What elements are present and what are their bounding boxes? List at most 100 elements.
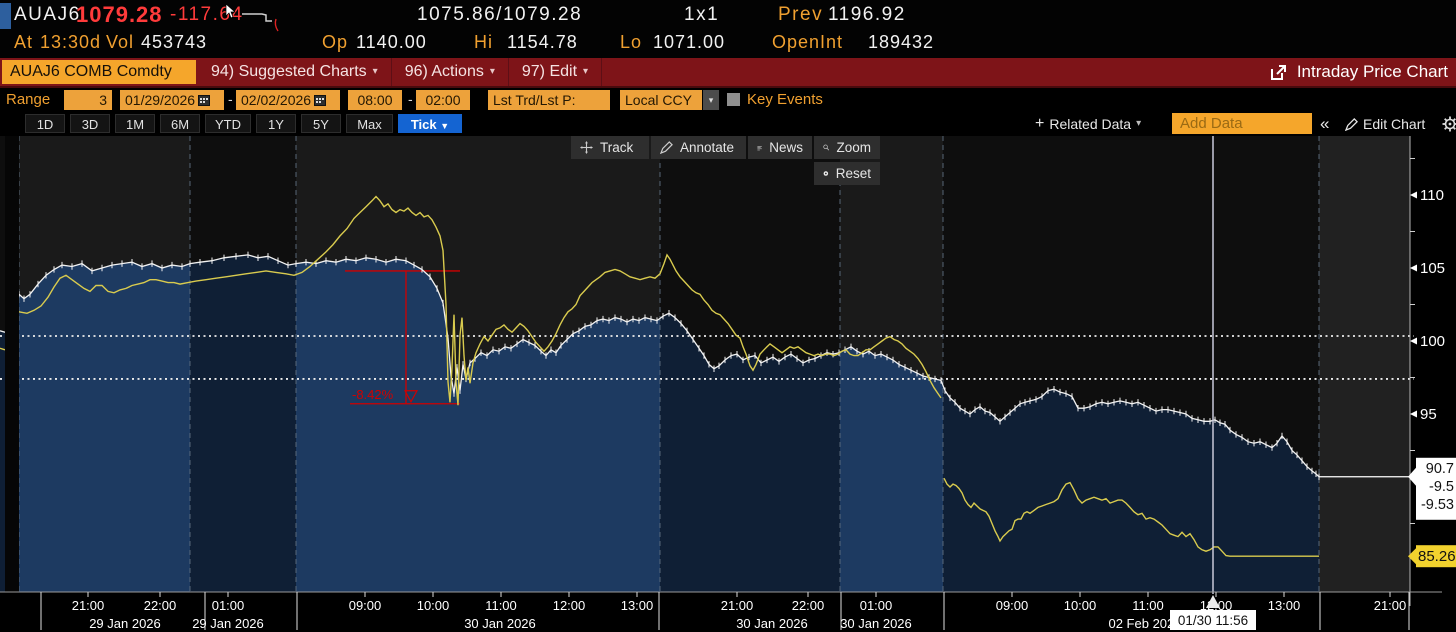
currency-value: Local CCY xyxy=(625,92,692,108)
lot-size: 1x1 xyxy=(684,4,720,25)
axis-tick-arrow xyxy=(1410,337,1417,345)
time-to-input[interactable]: 02:00 xyxy=(416,90,470,110)
security-box[interactable]: AUAJ6 COMB Comdty xyxy=(2,60,196,84)
menu-actions[interactable]: 96) Actions ▾ xyxy=(392,58,509,86)
add-data-input[interactable]: Add Data xyxy=(1172,113,1312,134)
menu-suggested-charts[interactable]: 94) Suggested Charts ▾ xyxy=(198,58,392,86)
tab-1y[interactable]: 1Y xyxy=(256,114,296,133)
tab-ytd[interactable]: YTD xyxy=(205,114,251,133)
news-button[interactable]: News xyxy=(748,136,812,159)
tab-tick[interactable]: Tick ▼ xyxy=(398,114,462,133)
time-tick-label: 10:00 xyxy=(417,598,450,613)
price-line-pre xyxy=(0,330,6,333)
related-data-button[interactable]: + Related Data ▾ xyxy=(1035,114,1141,134)
plus-icon: + xyxy=(1035,115,1045,132)
collapse-panel-button[interactable]: « xyxy=(1320,114,1329,134)
price-chart[interactable]: -8.42% 110 105 100 95 21:00 22:00 01:00 09:00 10:… xyxy=(0,136,1456,632)
at-label: At xyxy=(14,32,34,52)
date-label: 30 Jan 2026 xyxy=(736,616,808,631)
date-range-dash: - xyxy=(228,91,233,107)
crosshair-tooltip-label: 01/30 11:56 xyxy=(1178,613,1248,628)
chevron-down-icon: ▾ xyxy=(1136,118,1142,129)
date-label: 29 Jan 2026 xyxy=(89,616,161,631)
tab-3d[interactable]: 3D xyxy=(70,114,110,133)
range-input[interactable]: 3 xyxy=(64,90,112,110)
price-line xyxy=(18,254,1320,478)
currency-select[interactable]: Local CCY xyxy=(620,90,702,110)
post-data-panel xyxy=(1319,136,1410,592)
chart-settings-button[interactable] xyxy=(1442,114,1456,134)
edit-chart-label: Edit Chart xyxy=(1363,116,1426,132)
last-price-badge xyxy=(1416,457,1456,520)
last-price-badge-line: -9.5 xyxy=(1429,479,1454,495)
last-price-badge-line: -9.53 xyxy=(1421,497,1454,513)
currency-dropdown-button[interactable]: ▾ xyxy=(703,90,719,110)
edit-chart-button[interactable]: Edit Chart xyxy=(1345,114,1425,134)
annotate-label: Annotate xyxy=(680,140,735,155)
dark-session-shade xyxy=(190,136,296,592)
time-to-value: 02:00 xyxy=(425,92,461,108)
calendar-icon[interactable] xyxy=(314,94,327,106)
last-price: 1079.28 xyxy=(76,2,163,27)
annotate-button[interactable]: Annotate xyxy=(651,136,746,159)
open-value: 1140.00 xyxy=(356,32,427,52)
export-icon[interactable] xyxy=(1270,64,1287,81)
calendar-icon[interactable] xyxy=(198,94,211,106)
chevron-down-icon: ▾ xyxy=(583,66,589,77)
double-chevron-left-icon: « xyxy=(1320,114,1330,133)
prev-value: 1196.92 xyxy=(828,4,906,25)
menu-edit[interactable]: 97) Edit ▾ xyxy=(509,58,603,86)
pencil-icon xyxy=(1345,117,1358,131)
data-gap-band xyxy=(5,136,19,592)
zoom-button[interactable]: Zoom xyxy=(814,136,880,159)
last-trade-select[interactable]: Lst Trd/Lst P: xyxy=(488,90,610,110)
menu-actions-label: 96) Actions xyxy=(404,63,484,80)
track-crosshair-icon xyxy=(580,141,593,154)
page-title-group: Intraday Price Chart xyxy=(1270,62,1456,82)
key-events-checkbox[interactable] xyxy=(727,93,740,106)
price-sparkline xyxy=(242,13,279,32)
news-label: News xyxy=(769,140,803,155)
tab-1m[interactable]: 1M xyxy=(115,114,155,133)
menu-edit-label: 97) Edit xyxy=(521,63,578,80)
crosshair-tooltip xyxy=(1170,610,1256,630)
openint-value: 189432 xyxy=(868,32,935,52)
time-from-input[interactable]: 08:00 xyxy=(348,90,402,110)
axis-tick-arrow xyxy=(1410,191,1417,199)
key-events-label: Key Events xyxy=(747,91,823,108)
date-to-input[interactable]: 02/02/2026 xyxy=(236,90,340,110)
chevron-down-icon: ▾ xyxy=(708,95,714,105)
overlay-last-badge-label: 85.26 xyxy=(1418,548,1456,565)
annotation-arrow-icon xyxy=(403,390,419,404)
page-title: Intraday Price Chart xyxy=(1296,62,1448,81)
tab-max[interactable]: Max xyxy=(346,114,393,133)
gear-icon xyxy=(1442,116,1456,132)
low-value: 1071.00 xyxy=(653,32,726,52)
time-tick-label: 11:00 xyxy=(485,598,517,613)
tab-1d[interactable]: 1D xyxy=(25,114,65,133)
chart-area[interactable]: -8.42% 110 105 100 95 21:00 22:00 01:00 09:00 10:… xyxy=(0,136,1456,632)
menu-bar: AUAJ6 COMB Comdty 94) Suggested Charts ▾… xyxy=(0,58,1456,88)
time-range-dash: - xyxy=(408,91,413,107)
track-button[interactable]: Track xyxy=(571,136,649,159)
time-from-value: 08:00 xyxy=(357,92,393,108)
range-toolbar: Range 3 01/29/2026 - 02/02/2026 08:00 - … xyxy=(0,88,1456,112)
quote-header: AUAJ6 1079.28 -117.64 1075.86/1079.28 1x… xyxy=(0,0,1456,58)
last-trade-label: Lst Trd/Lst P: xyxy=(493,92,576,108)
tab-6m[interactable]: 6M xyxy=(160,114,200,133)
date-to-value: 02/02/2026 xyxy=(241,92,312,108)
open-label: Op xyxy=(322,32,349,52)
date-label: 02 Feb 2026 xyxy=(1108,616,1181,631)
openint-label: OpenInt xyxy=(772,32,844,52)
date-from-input[interactable]: 01/29/2026 xyxy=(120,90,224,110)
security-color-block xyxy=(0,3,11,29)
high-value: 1154.78 xyxy=(507,32,578,52)
time-tick-label: 01:00 xyxy=(860,598,893,613)
date-label: 30 Jan 2026 xyxy=(840,616,912,631)
overlay-line-pre xyxy=(0,347,6,351)
axis-tick-arrow xyxy=(1410,410,1417,418)
tab-5y[interactable]: 5Y xyxy=(301,114,341,133)
time-tick-label: 21:00 xyxy=(721,598,754,613)
reset-button[interactable]: Reset xyxy=(814,162,880,185)
prev-label: Prev xyxy=(778,4,824,25)
